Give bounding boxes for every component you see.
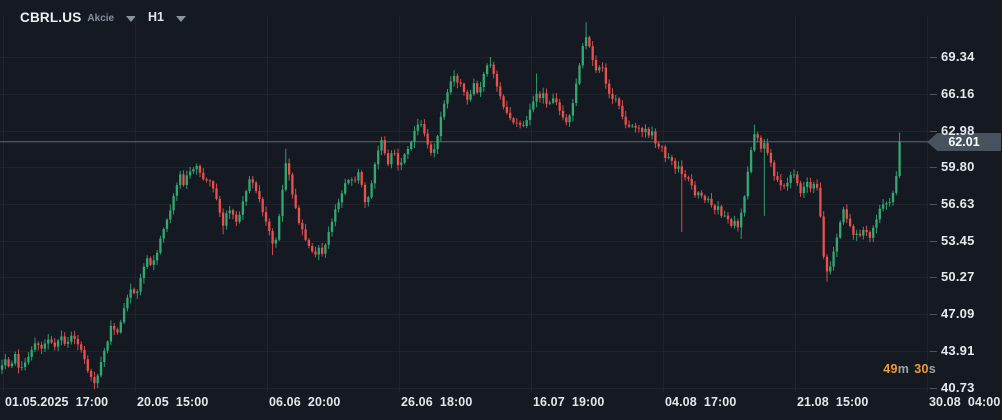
time-axis-label: 20.05 15:00 [137, 395, 209, 409]
timeframe-label: H1 [148, 10, 164, 24]
time-axis-label: 30.08 04:00 [929, 395, 1001, 409]
time-axis-label: 16.07 19:00 [533, 395, 605, 409]
time-axis-label: 06.06 20:00 [269, 395, 341, 409]
price-axis-label: 56.63 [941, 195, 975, 211]
gridlines [0, 16, 930, 392]
countdown-seconds: 30 [914, 362, 929, 376]
current-price-value: 62.01 [948, 135, 980, 149]
time-axis-label: 26.06 18:00 [401, 395, 473, 409]
price-axis-label: 59.80 [941, 159, 975, 175]
candlestick-series [0, 22, 901, 390]
price-axis-label: 53.45 [941, 232, 975, 248]
time-axis-label: 04.08 17:00 [665, 395, 737, 409]
price-axis-label: 62.98 [941, 122, 975, 138]
price-axis-label: 69.34 [941, 49, 975, 64]
time-axis-label: 01.05.2025 17:00 [5, 395, 109, 409]
instrument-type-label: Akcie [87, 13, 115, 24]
current-price-badge: 62.01 [927, 133, 1001, 151]
price-axis-label: 47.09 [941, 306, 975, 322]
countdown-minutes: 49 [883, 362, 898, 376]
price-axis-ticks [930, 57, 937, 389]
time-axis-label: 21.08 15:00 [797, 395, 869, 409]
chevron-down-icon [175, 15, 186, 22]
price-axis-label: 40.73 [941, 379, 975, 395]
countdown-seconds-unit: s [928, 362, 936, 376]
price-axis-label: 43.91 [941, 342, 975, 358]
timeframe-selector[interactable]: H1 [148, 10, 186, 24]
symbol-name: CBRL.US [20, 10, 82, 25]
chevron-down-icon [126, 16, 137, 22]
price-axis-label: 66.16 [941, 85, 975, 101]
symbol-selector[interactable]: CBRL.US Akcie [20, 10, 137, 25]
countdown-minutes-unit: m [897, 362, 910, 376]
price-axis-label: 50.27 [941, 269, 975, 285]
candle-countdown-timer: 49m 30s [796, 362, 936, 376]
